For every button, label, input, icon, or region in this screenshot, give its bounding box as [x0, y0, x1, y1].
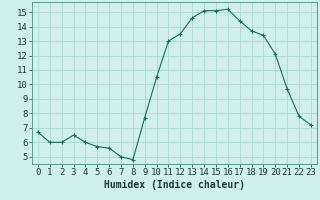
- X-axis label: Humidex (Indice chaleur): Humidex (Indice chaleur): [104, 180, 245, 190]
